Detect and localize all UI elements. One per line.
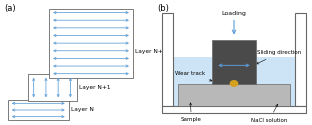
Text: NaCl solution: NaCl solution (251, 104, 288, 122)
Text: (a): (a) (5, 4, 16, 13)
Bar (162, 12, 173, 106)
Bar (27, 74, 76, 101)
Text: Layer N: Layer N (71, 108, 94, 112)
Bar (162, 106, 306, 112)
Bar (8, 100, 69, 120)
Text: Loading: Loading (222, 11, 246, 16)
Text: Sample: Sample (181, 103, 202, 122)
Bar (49, 9, 133, 78)
Bar (173, 58, 295, 106)
Bar (212, 40, 256, 84)
Text: Layer N+2: Layer N+2 (135, 49, 167, 54)
Text: (b): (b) (158, 4, 169, 13)
Bar (295, 12, 306, 106)
Text: Sliding direction: Sliding direction (256, 50, 302, 64)
Circle shape (230, 80, 238, 87)
Text: Wear track: Wear track (175, 71, 212, 81)
Text: Layer N+1: Layer N+1 (79, 85, 110, 90)
Bar (178, 84, 290, 106)
